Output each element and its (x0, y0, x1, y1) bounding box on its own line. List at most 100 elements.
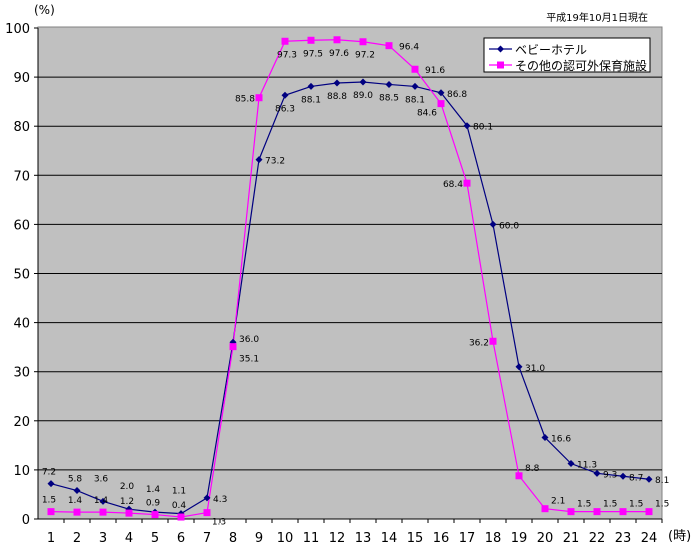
data-label: 8.7 (629, 473, 643, 483)
x-tick-label: 18 (485, 531, 502, 546)
data-point (359, 38, 367, 46)
data-point (437, 89, 445, 97)
y-tick-label: 50 (13, 268, 30, 283)
data-label: 5.8 (68, 475, 83, 485)
y-tick-label: 30 (13, 366, 30, 381)
data-label: 68.4 (443, 180, 463, 190)
x-tick-label: 16 (433, 531, 450, 546)
x-tick-label: 2 (73, 531, 81, 546)
y-tick-label: 0 (22, 513, 30, 528)
data-point (125, 509, 133, 517)
data-label: 31.0 (525, 364, 545, 374)
data-label: 1.3 (212, 518, 226, 528)
series-line-1 (50, 39, 649, 518)
data-label: 2.0 (120, 482, 135, 492)
data-point (73, 487, 81, 495)
x-tick-label: 20 (537, 531, 554, 546)
x-tick-label: 17 (459, 531, 476, 546)
legend-square-marker (497, 61, 504, 69)
data-label: 88.8 (327, 92, 347, 102)
data-point (333, 79, 341, 87)
data-point (151, 511, 159, 519)
data-label: 1.4 (68, 496, 83, 506)
data-label: 8.1 (655, 476, 669, 486)
x-axis-label: (時) (668, 529, 691, 544)
data-label: 1.4 (94, 496, 109, 506)
data-label: 1.4 (146, 485, 161, 495)
data-label: 1.5 (603, 500, 617, 510)
data-point (645, 475, 653, 483)
data-label: 1.5 (655, 500, 669, 510)
x-tick-label: 12 (329, 531, 346, 546)
data-point (203, 494, 211, 502)
x-tick-label: 8 (229, 531, 237, 546)
data-point (307, 36, 315, 44)
x-tick-label: 13 (355, 531, 372, 546)
data-label: 97.2 (355, 51, 375, 61)
series-line-0 (50, 81, 650, 515)
data-label: 73.2 (265, 157, 285, 167)
y-tick-label: 90 (13, 71, 30, 86)
data-point (255, 94, 263, 102)
data-point (645, 508, 653, 516)
x-tick-label: 3 (99, 531, 107, 546)
date-note: 平成19年10月1日現在 (546, 11, 648, 24)
data-label: 0.9 (146, 499, 161, 509)
data-label: 88.1 (301, 95, 321, 105)
data-point (281, 37, 289, 45)
data-label: 1.5 (577, 500, 591, 510)
x-tick-label: 1 (47, 531, 55, 546)
y-axis-label: (%) (34, 3, 55, 17)
data-point (359, 78, 367, 86)
data-label: 36.0 (239, 335, 259, 345)
data-point (177, 513, 185, 521)
data-label: 97.5 (303, 49, 323, 59)
data-point (619, 508, 627, 516)
data-point (567, 508, 575, 516)
x-tick-label: 14 (381, 531, 398, 546)
data-point (593, 469, 601, 477)
data-point (593, 508, 601, 516)
data-point (411, 82, 419, 90)
data-label: 84.6 (417, 109, 437, 119)
data-label: 85.8 (235, 95, 255, 105)
data-label: 36.2 (469, 338, 489, 348)
y-tick-label: 20 (13, 415, 30, 430)
y-tick-label: 40 (13, 317, 30, 332)
y-tick-label: 10 (13, 464, 30, 479)
data-label: 88.1 (405, 95, 425, 105)
data-label: 2.1 (551, 497, 565, 507)
x-tick-label: 6 (177, 531, 185, 546)
data-label: 0.4 (172, 501, 187, 511)
x-tick-label: 7 (203, 531, 211, 546)
x-tick-label: 4 (125, 531, 133, 546)
x-tick-label: 11 (303, 531, 320, 546)
data-label: 60.0 (499, 221, 519, 231)
data-point (515, 472, 523, 480)
data-point (541, 433, 549, 441)
y-tick-label: 80 (13, 120, 30, 135)
data-label: 89.0 (353, 91, 373, 101)
x-tick-label: 21 (563, 531, 580, 546)
x-tick-label: 15 (407, 531, 424, 546)
data-label: 9.3 (603, 470, 617, 480)
data-label: 1.2 (120, 497, 134, 507)
data-point (541, 505, 549, 513)
data-label: 35.1 (239, 355, 259, 365)
data-label: 4.3 (213, 495, 227, 505)
data-label: 16.6 (551, 434, 571, 444)
data-label: 1.1 (172, 487, 186, 497)
legend-label-1: その他の認可外保育施設 (515, 58, 647, 73)
legend-diamond-marker (497, 45, 504, 53)
legend-label-0: ベビーホテル (515, 43, 587, 57)
data-label: 8.8 (525, 464, 540, 474)
y-tick-label: 60 (13, 218, 30, 233)
data-point (99, 497, 107, 505)
data-label: 86.3 (275, 104, 295, 114)
data-point (281, 91, 289, 99)
x-tick-label: 19 (511, 531, 528, 546)
data-label: 97.6 (329, 49, 349, 59)
data-label: 86.8 (447, 90, 467, 100)
data-point (489, 220, 497, 228)
data-point (229, 343, 237, 351)
